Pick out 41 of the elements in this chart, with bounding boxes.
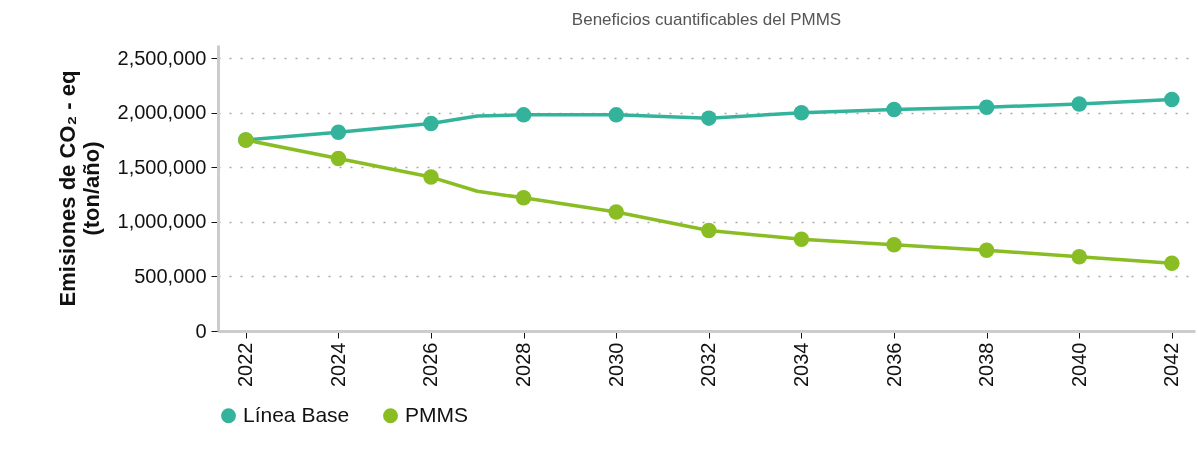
point (608, 204, 624, 220)
x-tick-label: 2040 (1067, 342, 1090, 387)
x-tick-label: 2026 (419, 342, 442, 387)
point (330, 124, 347, 141)
point (886, 101, 902, 118)
point (701, 110, 717, 126)
point (608, 107, 624, 123)
point (1164, 91, 1180, 108)
point (793, 231, 810, 248)
y-axis-title: Emisiones de CO₂ - eq (ton/año) (54, 70, 104, 307)
x-tick-label: 2024 (326, 342, 349, 387)
y-tick-label: 500,000 (134, 264, 207, 287)
point (1071, 249, 1087, 265)
point (423, 169, 439, 185)
point (330, 150, 347, 167)
x-tick-label: 2030 (604, 342, 627, 387)
y-tick-label: 1,000,000 (117, 210, 207, 233)
legend-label: Línea Base (243, 402, 350, 426)
x-tick-label: 2034 (789, 342, 812, 387)
point (978, 242, 995, 258)
x-tick-label: 2038 (975, 342, 998, 387)
point (1164, 255, 1180, 272)
y-tick-label: 0 (195, 319, 207, 342)
x-tick-label: 2036 (882, 342, 905, 387)
x-tick-label: 2022 (234, 342, 257, 387)
y-tick-label: 2,000,000 (117, 101, 207, 124)
point (515, 107, 532, 123)
chart-title: Beneficios cuantificables del PMMS (571, 10, 842, 29)
y-tick-label: 2,500,000 (117, 46, 207, 69)
point (978, 99, 995, 115)
x-tick-label: 2028 (512, 342, 535, 387)
point (515, 190, 532, 206)
legend-label: PMMS (405, 402, 468, 426)
point (423, 115, 439, 132)
y-tick-label: 1,500,000 (117, 155, 207, 178)
point (701, 222, 717, 239)
x-tick-label: 2042 (1160, 342, 1183, 387)
point (793, 104, 810, 121)
point (886, 237, 902, 253)
point (1071, 96, 1087, 112)
x-tick-label: 2032 (697, 342, 720, 387)
